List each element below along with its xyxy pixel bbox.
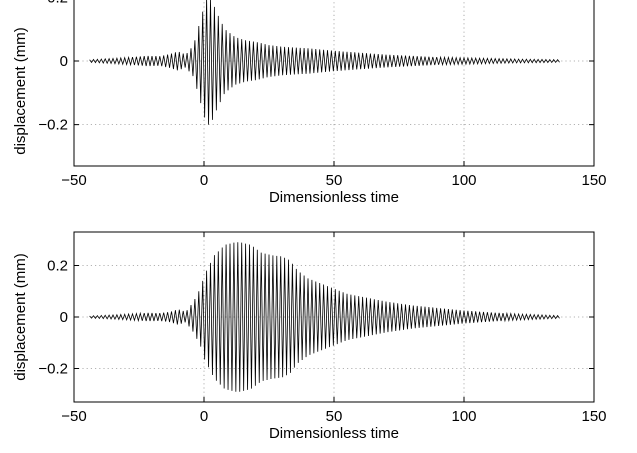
displacement-signal-line [89,242,560,392]
x-tick-label: 0 [200,172,208,189]
y-tick-label: 0.2 [47,0,68,6]
x-tick-label: 150 [581,408,606,425]
y-tick-label: 0.2 [47,257,68,274]
x-tick-label: 0 [200,408,208,425]
x-tick-label: 50 [326,408,343,425]
x-axis-label: Dimensionless time [269,189,399,206]
x-tick-label: 100 [451,172,476,189]
x-tick-label: 50 [326,172,343,189]
x-tick-label: −50 [61,408,86,425]
y-tick-label: −0.2 [38,361,68,378]
displacement-signal-line [89,0,560,125]
top-displacement-plot: −50 0 50 100 150 −0.2 0 0.2 Dimensionless time… [12,0,607,206]
x-tick-label: 150 [581,172,606,189]
x-tick-label: −50 [61,172,86,189]
y-tick-label: 0 [60,309,68,326]
bottom-displacement-plot: −50 0 50 100 150 −0.2 0 0.2 Dimensionless time… [12,231,607,442]
x-axis-label: Dimensionless time [269,425,399,442]
y-tick-label: −0.2 [38,117,68,134]
x-tick-label: 100 [451,408,476,425]
y-axis-label: displacement (mm) [12,253,29,381]
y-axis-label: displacement (mm) [12,27,29,155]
y-tick-label: 0 [60,53,68,70]
